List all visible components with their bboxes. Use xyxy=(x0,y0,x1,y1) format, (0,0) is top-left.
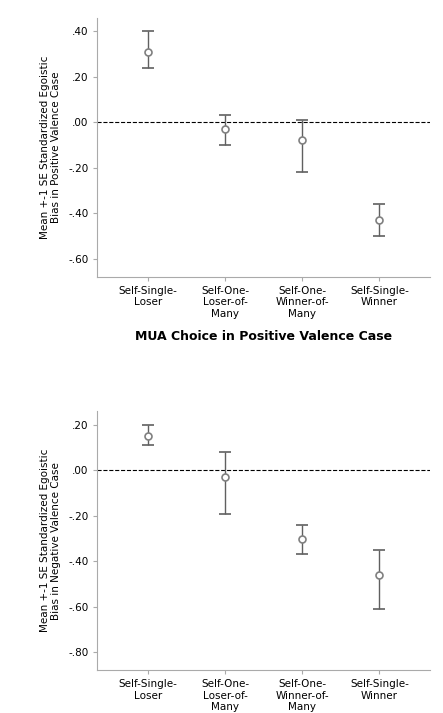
X-axis label: MUA Choice in Positive Valence Case: MUA Choice in Positive Valence Case xyxy=(135,330,392,343)
Y-axis label: Mean +-1 SE Standardized Egoistic
Bias in Negative Valence Case: Mean +-1 SE Standardized Egoistic Bias i… xyxy=(39,449,61,632)
Y-axis label: Mean +-1 SE Standardized Egoistic
Bias in Positive Valence Case: Mean +-1 SE Standardized Egoistic Bias i… xyxy=(39,56,61,239)
